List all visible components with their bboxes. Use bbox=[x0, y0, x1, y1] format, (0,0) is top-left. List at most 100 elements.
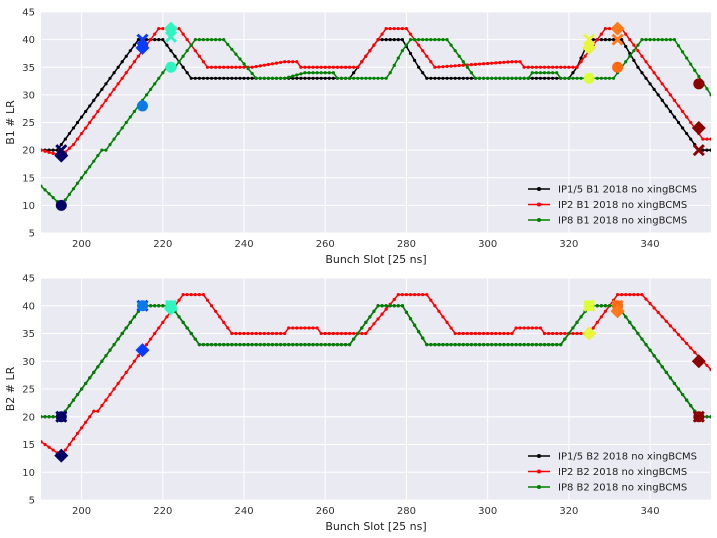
series-point-1 bbox=[47, 148, 51, 152]
series-point-2 bbox=[672, 328, 677, 332]
series-point-1 bbox=[603, 38, 608, 42]
series-point-3 bbox=[323, 343, 327, 347]
series-point-2 bbox=[80, 426, 84, 430]
series-point-1 bbox=[144, 38, 149, 42]
series-point-1 bbox=[445, 76, 449, 80]
series-point-2 bbox=[278, 331, 283, 336]
series-point-1 bbox=[425, 76, 429, 80]
series-point-3 bbox=[607, 76, 612, 80]
series-point-2 bbox=[551, 65, 555, 69]
x-axis-label: Bunch Slot [25 ns] bbox=[325, 253, 426, 266]
series-point-3 bbox=[43, 415, 47, 419]
series-point-3 bbox=[327, 343, 331, 347]
series-point-3 bbox=[510, 76, 514, 80]
series-point-2 bbox=[364, 331, 368, 336]
series-point-3 bbox=[278, 76, 283, 80]
series-point-3 bbox=[660, 365, 664, 369]
series-point-2 bbox=[685, 115, 689, 119]
series-point-3 bbox=[266, 76, 270, 80]
series-point-2 bbox=[461, 63, 465, 67]
series-point-2 bbox=[222, 65, 226, 69]
series-point-2 bbox=[591, 326, 595, 330]
series-point-2 bbox=[116, 381, 120, 386]
series-point-3 bbox=[161, 304, 165, 308]
series-point-3 bbox=[100, 359, 104, 363]
legend-swatch-marker bbox=[537, 485, 541, 489]
series-point-3 bbox=[563, 76, 567, 80]
series-point-1 bbox=[132, 43, 136, 47]
series-point-2 bbox=[510, 60, 514, 64]
series-point-2 bbox=[664, 87, 668, 91]
series-point-3 bbox=[607, 304, 612, 308]
series-point-3 bbox=[599, 76, 603, 80]
series-point-2 bbox=[71, 143, 76, 147]
series-point-2 bbox=[266, 62, 270, 67]
series-point-3 bbox=[307, 343, 311, 347]
series-point-2 bbox=[201, 60, 206, 64]
series-point-3 bbox=[250, 343, 254, 347]
series-point-1 bbox=[555, 76, 559, 80]
series-point-2 bbox=[372, 43, 376, 47]
series-point-2 bbox=[701, 137, 705, 141]
series-point-2 bbox=[360, 60, 364, 64]
series-point-2 bbox=[372, 322, 376, 326]
series-point-3 bbox=[112, 343, 116, 347]
series-point-3 bbox=[575, 320, 579, 324]
series-point-3 bbox=[112, 137, 116, 141]
series-point-3 bbox=[335, 76, 340, 80]
series-point-2 bbox=[177, 26, 181, 31]
series-point-1 bbox=[701, 148, 705, 152]
legend-label: IP1/5 B2 2018 no xingBCMS bbox=[558, 452, 697, 463]
series-point-1 bbox=[546, 76, 551, 80]
series-point-3 bbox=[465, 65, 469, 69]
series-point-3 bbox=[327, 71, 331, 75]
series-point-3 bbox=[335, 343, 340, 347]
series-point-3 bbox=[425, 38, 429, 42]
series-point-3 bbox=[392, 304, 396, 308]
series-point-2 bbox=[689, 346, 693, 350]
series-point-3 bbox=[226, 343, 230, 347]
series-point-3 bbox=[449, 343, 453, 347]
series-point-3 bbox=[230, 343, 234, 347]
series-point-2 bbox=[270, 62, 275, 66]
series-point-1 bbox=[453, 76, 457, 80]
series-point-2 bbox=[380, 32, 384, 36]
series-point-3 bbox=[258, 343, 262, 347]
highlight-circle-marker bbox=[165, 61, 177, 73]
series-point-2 bbox=[542, 331, 547, 336]
series-point-2 bbox=[392, 297, 396, 302]
series-point-3 bbox=[287, 343, 291, 347]
series-point-3 bbox=[453, 343, 457, 347]
series-point-3 bbox=[222, 343, 226, 347]
series-point-2 bbox=[510, 331, 514, 336]
series-point-3 bbox=[116, 131, 120, 136]
series-point-2 bbox=[108, 93, 112, 97]
series-point-3 bbox=[709, 93, 711, 97]
series-point-1 bbox=[201, 76, 206, 80]
series-point-3 bbox=[579, 76, 583, 80]
series-point-2 bbox=[449, 64, 453, 68]
series-point-3 bbox=[181, 320, 185, 324]
series-point-2 bbox=[660, 82, 664, 86]
highlight-diamond-marker bbox=[691, 354, 706, 369]
series-point-3 bbox=[108, 348, 112, 352]
y-tick-label: 25 bbox=[22, 385, 35, 396]
series-point-3 bbox=[234, 52, 238, 56]
series-point-3 bbox=[92, 370, 96, 374]
series-point-3 bbox=[368, 76, 372, 80]
series-point-2 bbox=[437, 65, 441, 69]
series-point-2 bbox=[477, 62, 482, 66]
series-point-2 bbox=[303, 65, 307, 69]
series-point-2 bbox=[417, 43, 421, 47]
series-point-1 bbox=[173, 54, 177, 58]
series-point-2 bbox=[128, 365, 132, 369]
series-point-3 bbox=[421, 38, 425, 42]
series-point-2 bbox=[222, 320, 226, 324]
series-point-3 bbox=[380, 304, 384, 308]
series-point-3 bbox=[80, 176, 84, 180]
series-point-2 bbox=[124, 71, 128, 75]
series-point-2 bbox=[526, 326, 530, 330]
series-point-1 bbox=[705, 148, 709, 152]
series-point-2 bbox=[522, 65, 526, 69]
series-point-2 bbox=[108, 392, 112, 397]
